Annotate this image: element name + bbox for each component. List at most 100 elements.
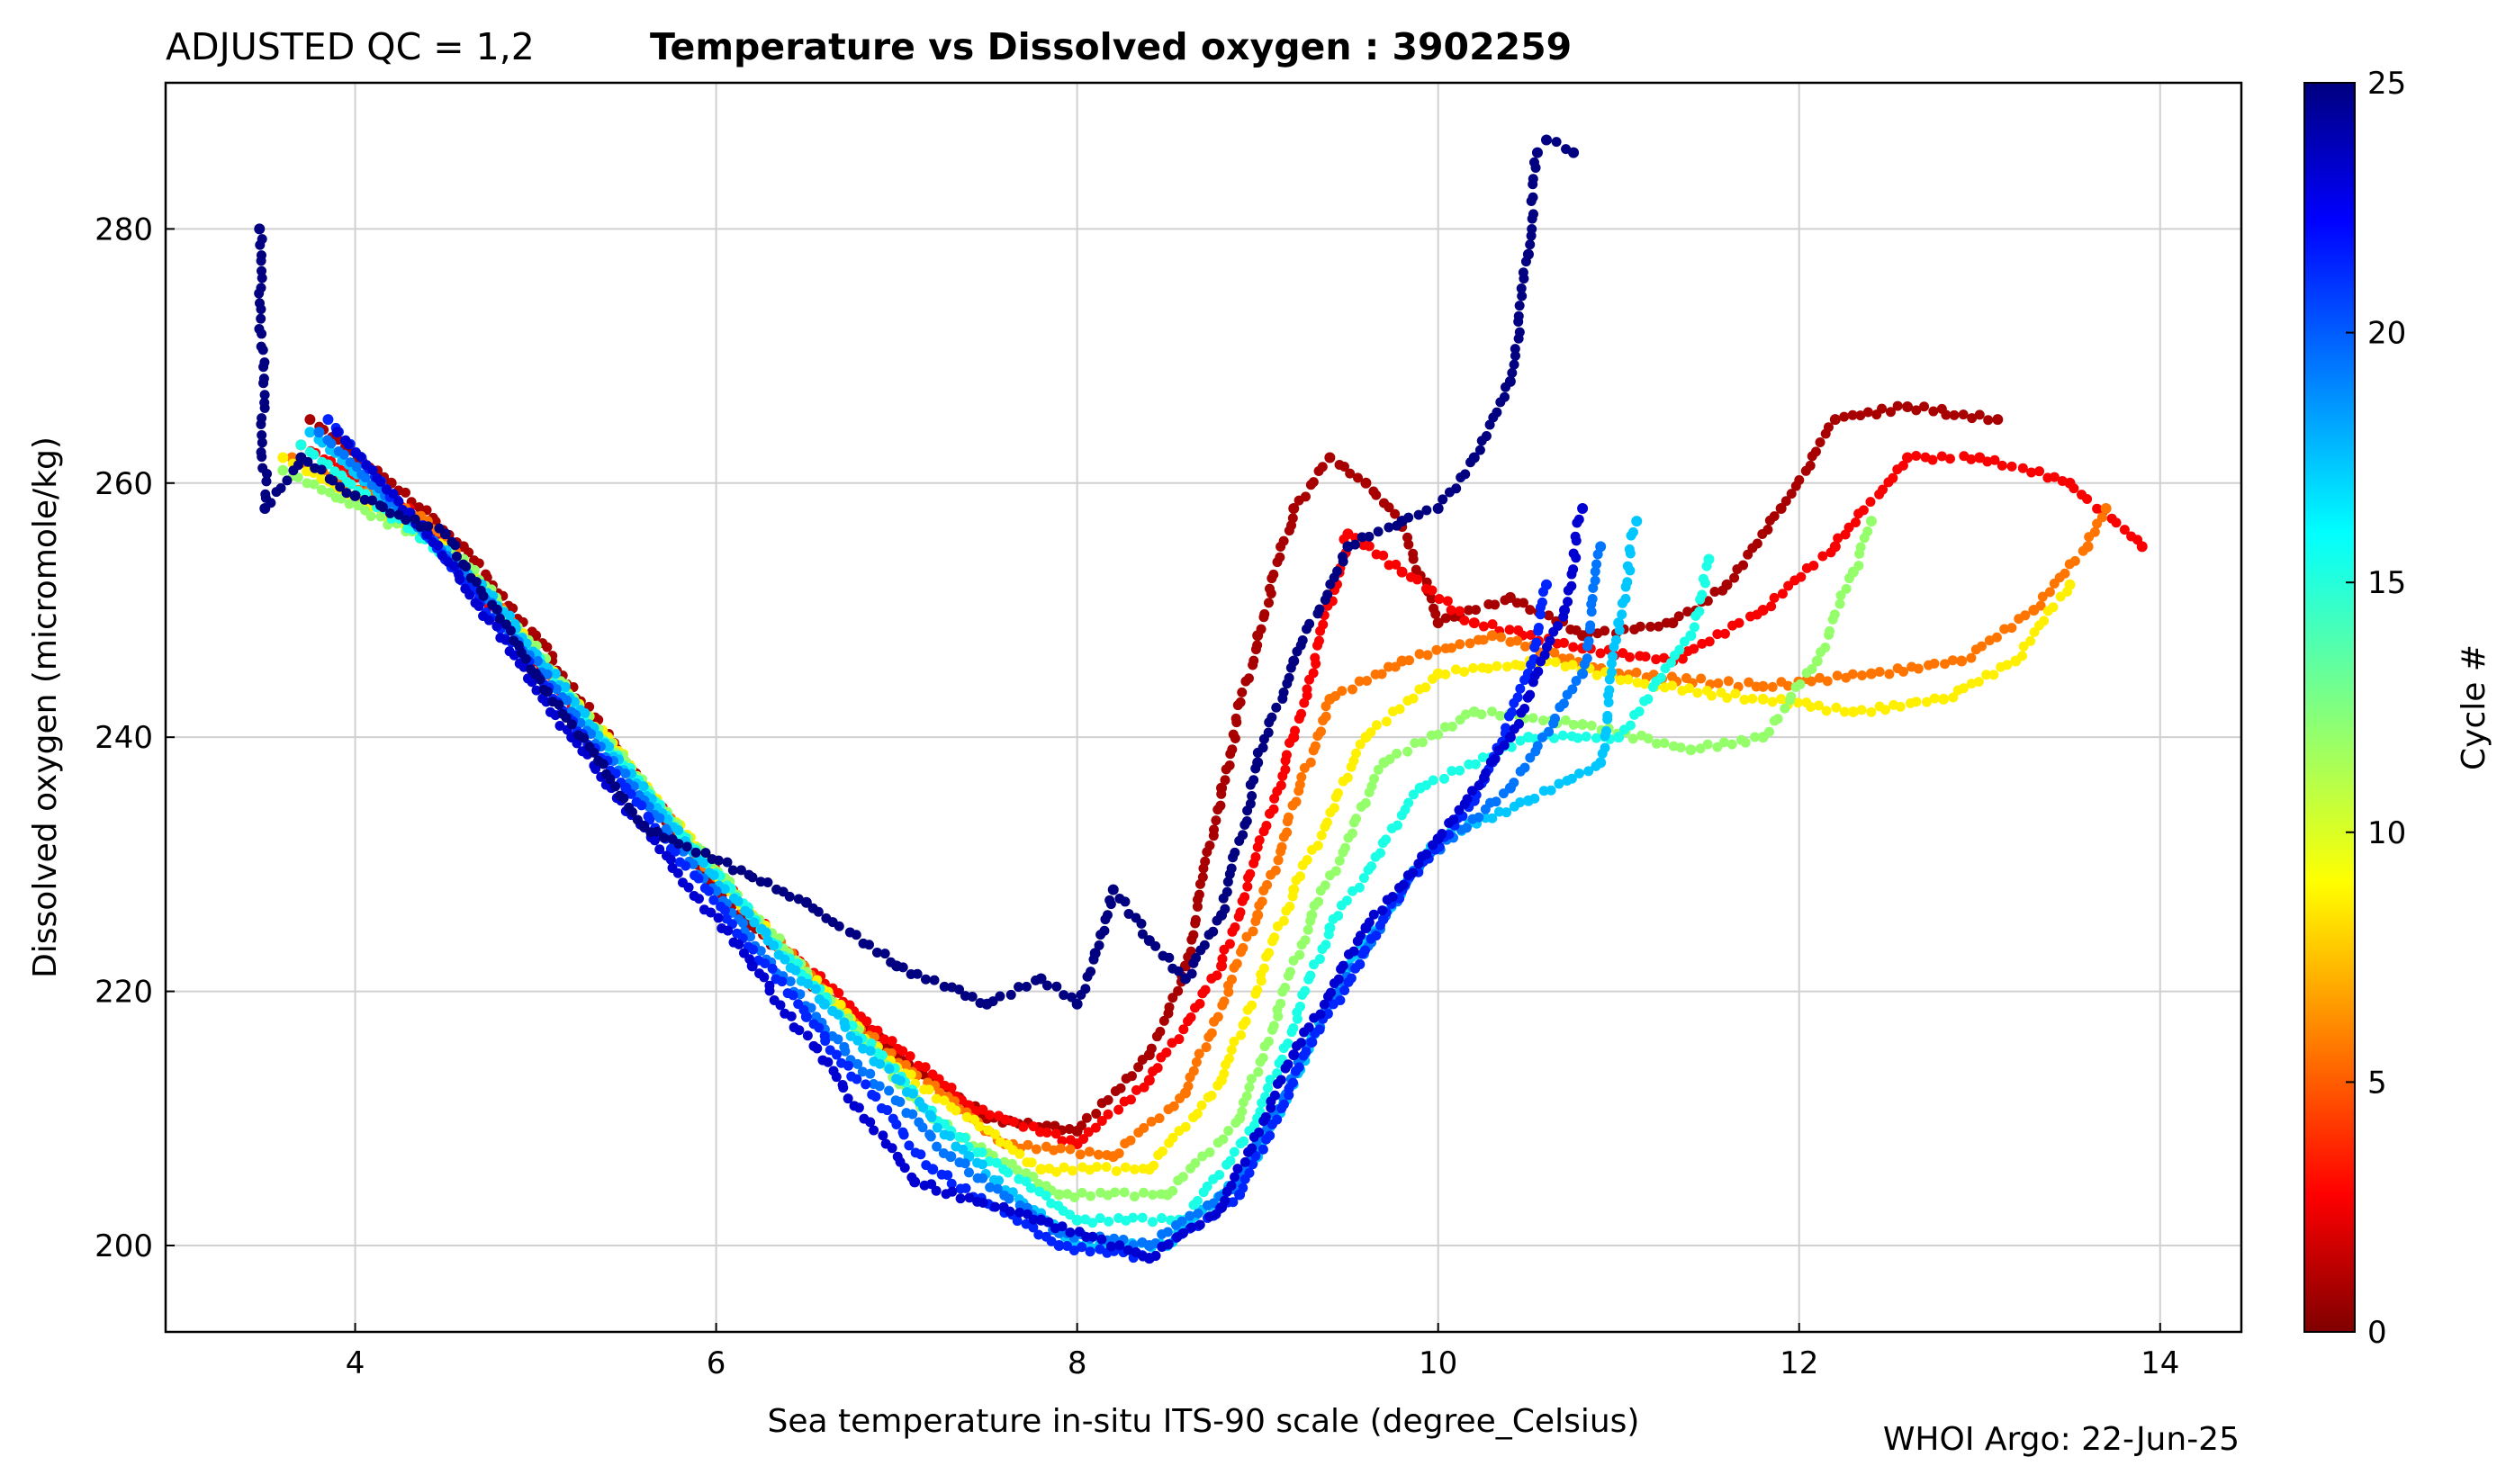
- data-point: [359, 494, 370, 505]
- data-point: [1568, 548, 1579, 559]
- data-point: [1257, 896, 1267, 907]
- data-point: [1834, 598, 1845, 609]
- data-point: [1808, 561, 1819, 571]
- data-point: [852, 1058, 863, 1069]
- data-point: [526, 664, 536, 675]
- data-point: [1783, 580, 1794, 591]
- data-point: [1999, 624, 2010, 634]
- data-point: [1471, 605, 1482, 616]
- data-point: [1494, 806, 1505, 817]
- data-point: [1973, 677, 1984, 688]
- data-point: [551, 669, 562, 679]
- data-point: [1225, 1156, 1236, 1166]
- data-point: [2025, 635, 2036, 646]
- data-point: [1740, 737, 1751, 748]
- data-point: [1558, 698, 1569, 709]
- data-point: [256, 313, 266, 324]
- data-point: [1285, 901, 1295, 912]
- data-point: [309, 479, 320, 490]
- data-point: [1571, 625, 1582, 635]
- data-point: [1752, 538, 1762, 549]
- data-point: [618, 793, 629, 804]
- data-point: [1408, 553, 1419, 564]
- data-point: [1513, 310, 1524, 321]
- data-point: [1346, 973, 1357, 984]
- data-point: [1520, 256, 1531, 267]
- data-point: [1384, 522, 1394, 533]
- data-point: [377, 502, 388, 513]
- data-point: [561, 713, 572, 724]
- data-point: [760, 958, 771, 968]
- data-point: [1516, 661, 1527, 671]
- data-point: [256, 418, 266, 429]
- data-point: [1287, 1077, 1298, 1088]
- data-point: [1877, 403, 1888, 414]
- data-point: [681, 841, 692, 852]
- data-point: [1114, 1240, 1125, 1251]
- data-point: [1701, 561, 1712, 571]
- data-point: [1299, 697, 1310, 708]
- data-point: [1476, 709, 1487, 720]
- data-point: [946, 1178, 957, 1189]
- data-point: [1295, 871, 1306, 882]
- data-point: [1537, 715, 1548, 726]
- data-point: [1096, 1234, 1107, 1245]
- data-point: [1080, 984, 1091, 994]
- data-point: [1843, 573, 1854, 584]
- data-point: [1362, 675, 1373, 686]
- data-point: [1591, 670, 1602, 680]
- data-point: [1120, 896, 1131, 907]
- data-point: [1242, 881, 1253, 892]
- data-point: [1301, 1047, 1312, 1057]
- data-point: [1878, 484, 1889, 495]
- data-point: [1314, 604, 1325, 615]
- data-point: [1212, 1080, 1223, 1091]
- data-point: [1512, 635, 1523, 646]
- data-point: [1412, 574, 1423, 585]
- data-point: [1252, 985, 1263, 995]
- colorbar-ticks: 0 5 10 15 20 25: [2346, 66, 2406, 1351]
- data-point: [1447, 721, 1457, 732]
- data-point: [1467, 786, 1478, 796]
- data-point: [328, 475, 338, 486]
- data-point: [1501, 723, 1511, 733]
- data-point: [1265, 1075, 1276, 1085]
- data-point: [421, 528, 433, 540]
- data-point: [1099, 925, 1110, 936]
- data-point: [461, 562, 472, 572]
- data-point: [1226, 1181, 1237, 1192]
- data-point: [1531, 637, 1542, 648]
- data-point: [1176, 1216, 1187, 1227]
- data-point: [884, 1085, 895, 1096]
- data-point: [1528, 157, 1539, 167]
- data-point: [1264, 583, 1275, 594]
- data-point: [410, 514, 420, 525]
- data-point: [262, 468, 273, 479]
- footer-credit: WHOI Argo: 22-Jun-25: [1883, 1421, 2240, 1458]
- data-point: [1825, 547, 1836, 558]
- data-point: [2018, 641, 2029, 652]
- data-point: [275, 482, 286, 493]
- data-point: [1437, 828, 1447, 839]
- data-point: [1321, 711, 1331, 722]
- data-point: [1673, 611, 1684, 622]
- data-point: [1077, 1187, 1087, 1198]
- x-tick-label: 14: [2141, 1345, 2179, 1381]
- data-point: [360, 472, 371, 483]
- data-point: [1451, 483, 1462, 494]
- data-point: [1537, 732, 1547, 742]
- data-point: [747, 872, 758, 883]
- data-point: [1782, 680, 1793, 691]
- data-point: [1167, 1185, 1178, 1196]
- data-point: [632, 814, 643, 825]
- data-point: [1378, 550, 1389, 561]
- y-axis-ticks: 200 220 240 260 280: [95, 211, 175, 1264]
- data-point: [1297, 635, 1308, 646]
- data-point: [1012, 1216, 1023, 1227]
- data-point: [999, 1156, 1010, 1167]
- data-point: [833, 1009, 843, 1020]
- data-point: [1483, 663, 1493, 674]
- data-point: [1250, 851, 1261, 862]
- data-point: [1245, 868, 1256, 879]
- data-point: [1186, 1222, 1197, 1233]
